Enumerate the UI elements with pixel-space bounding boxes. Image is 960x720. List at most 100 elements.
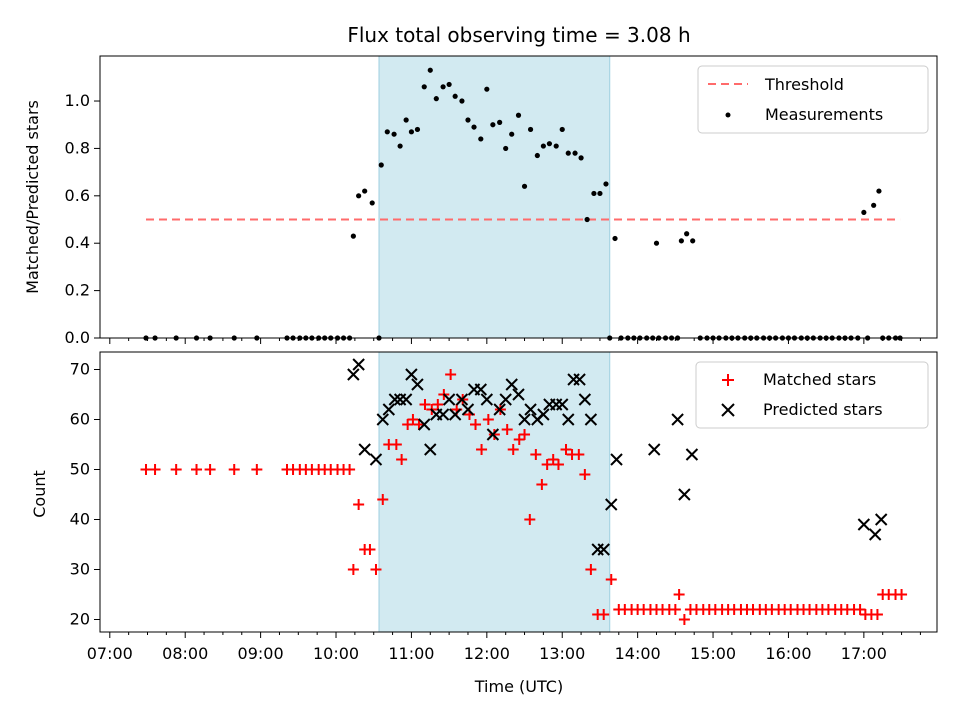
data-point — [384, 129, 390, 135]
data-point — [353, 499, 365, 510]
data-point — [452, 93, 458, 99]
data-point — [424, 443, 437, 456]
y-axis-ticks: 20 30 40 50 60 70 — [70, 360, 100, 629]
x-axis-ticks — [109, 338, 921, 344]
data-point — [461, 403, 475, 416]
data-point — [476, 444, 488, 455]
y-tick-label: 50 — [70, 460, 90, 479]
data-point — [874, 513, 888, 526]
data-point — [653, 240, 660, 246]
data-point — [344, 464, 356, 475]
x-tick-label: 08:00 — [162, 644, 208, 663]
data-point — [503, 145, 509, 152]
data-point — [678, 488, 691, 501]
legend-measurement-label: Measurements — [765, 105, 883, 124]
data-point — [482, 414, 494, 425]
data-point — [515, 112, 522, 118]
data-point — [579, 469, 591, 480]
data-point — [358, 443, 371, 456]
y-tick-label: 40 — [70, 510, 90, 529]
data-point — [521, 183, 528, 189]
data-point — [251, 464, 263, 475]
data-point — [585, 564, 597, 575]
data-point — [534, 152, 540, 159]
data-point — [871, 202, 877, 208]
data-point — [228, 464, 240, 475]
legend: Matched stars Predicted stars — [695, 361, 929, 429]
data-point — [204, 464, 216, 475]
data-point — [480, 393, 494, 406]
data-point — [896, 589, 908, 600]
data-point — [562, 413, 575, 426]
data-point — [490, 122, 496, 128]
x-axis-ticks: 07:00 08:00 09:00 10:00 11:00 12:00 13:00 14:00… — [87, 632, 921, 663]
x-tick-label: 11:00 — [388, 644, 434, 663]
data-point — [448, 408, 462, 421]
data-point — [442, 393, 456, 406]
data-point — [470, 419, 482, 430]
data-point — [471, 124, 477, 130]
data-point — [678, 238, 684, 244]
data-point — [501, 424, 513, 435]
data-point — [364, 544, 376, 555]
data-point — [690, 238, 696, 244]
data-point — [513, 434, 525, 445]
data-point — [465, 117, 471, 123]
data-point — [857, 518, 871, 531]
data-point — [488, 429, 500, 440]
data-point — [685, 448, 699, 461]
x-tick-label: 09:00 — [238, 644, 284, 663]
data-point — [402, 419, 414, 430]
data-point — [474, 383, 488, 396]
data-point — [403, 117, 409, 123]
data-point — [861, 209, 867, 216]
data-point — [684, 231, 690, 237]
data-point — [519, 429, 531, 440]
data-point — [509, 131, 515, 137]
data-point — [378, 162, 384, 168]
x-tick-label: 12:00 — [464, 644, 510, 663]
data-point — [382, 403, 396, 416]
observing-span-highlight — [378, 351, 611, 633]
data-point — [537, 408, 550, 421]
data-point — [603, 181, 609, 187]
chart-title: Flux total observing time = 3.08 h — [347, 23, 690, 47]
data-point — [497, 119, 503, 125]
data-point — [560, 444, 572, 455]
data-point — [854, 604, 866, 615]
data-point — [524, 514, 536, 525]
data-point — [432, 399, 444, 410]
data-point — [191, 464, 203, 475]
data-point — [390, 439, 402, 450]
data-point — [573, 373, 586, 386]
data-point — [407, 414, 419, 425]
data-point — [573, 449, 585, 460]
data-point — [440, 84, 446, 90]
y-axis-ticks: 0.0 0.2 0.4 0.6 0.8 1.0 — [65, 91, 100, 347]
data-point — [455, 393, 469, 406]
data-point — [419, 399, 431, 410]
data-point — [347, 564, 359, 575]
y-tick-label: 0.4 — [65, 233, 90, 252]
data-point — [418, 418, 431, 431]
data-point — [572, 150, 578, 156]
data-point — [605, 498, 618, 511]
data-point — [399, 393, 413, 406]
data-point — [536, 479, 548, 490]
plot-frame — [99, 351, 938, 633]
data-point — [540, 143, 546, 149]
panel-ratio: 0.0 0.2 0.4 0.6 0.8 1.0 Matched/Predicted sta… — [23, 55, 938, 347]
legend: Threshold Measurements — [697, 65, 929, 134]
y-tick-label: 0.6 — [65, 186, 90, 205]
x-tick-label: 15:00 — [690, 644, 736, 663]
data-point — [578, 155, 584, 161]
y-tick-label: 60 — [70, 410, 90, 429]
y-tick-label: 20 — [70, 610, 90, 629]
data-point — [556, 398, 569, 411]
data-point — [445, 369, 457, 380]
data-point — [597, 190, 603, 197]
data-point — [499, 393, 512, 406]
legend-predicted-swatch — [721, 403, 735, 417]
x-tick-label: 14:00 — [615, 644, 661, 663]
